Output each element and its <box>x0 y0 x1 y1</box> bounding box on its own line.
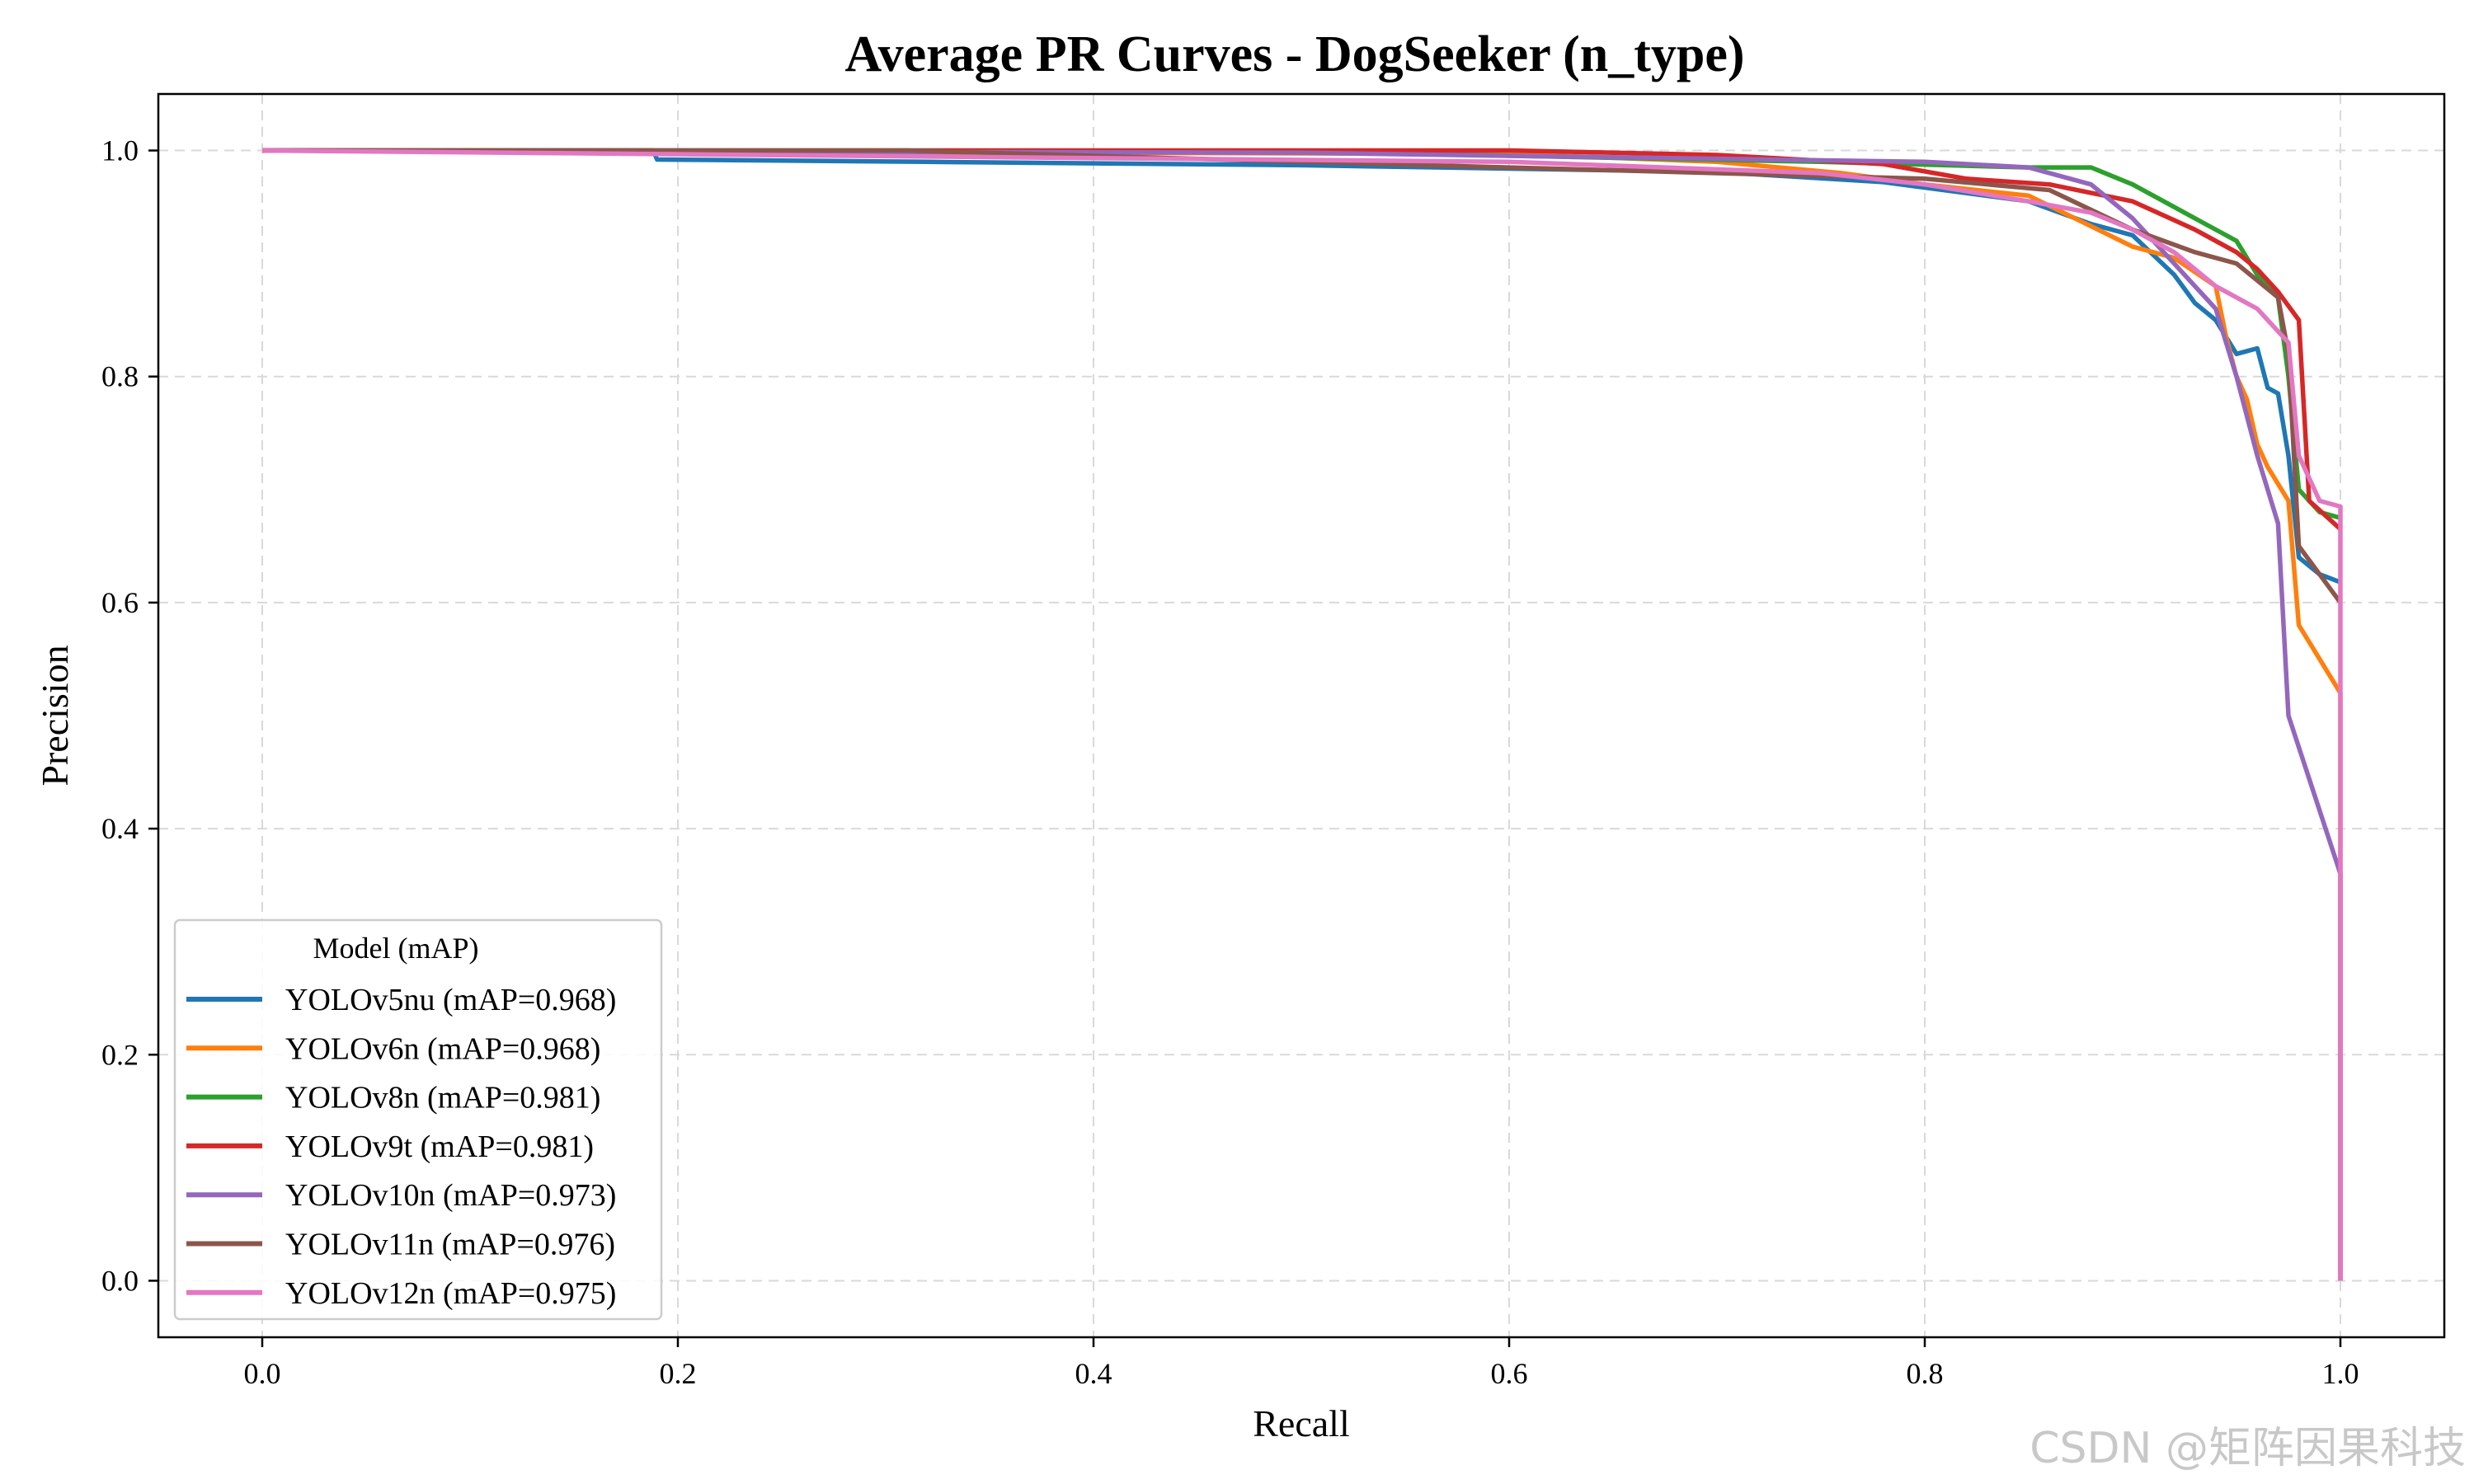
x-tick-label: 1.0 <box>2322 1357 2359 1390</box>
series-line-yolov10n <box>261 148 2343 1281</box>
watermark: CSDN @矩阵因果科技 <box>2030 1424 2466 1473</box>
y-tick-label: 1.0 <box>101 134 139 167</box>
legend-label: YOLOv6n (mAP=0.968) <box>285 1031 600 1066</box>
legend-label: YOLOv8n (mAP=0.981) <box>285 1081 600 1115</box>
legend-title: Model (mAP) <box>313 932 479 965</box>
y-tick-label: 0.6 <box>101 586 139 619</box>
y-tick-label: 0.8 <box>101 360 139 393</box>
legend-box <box>173 918 663 1321</box>
x-axis-label: Recall <box>1253 1402 1350 1444</box>
x-tick-label: 0.8 <box>1907 1357 1944 1390</box>
plot-frame <box>157 92 2446 1339</box>
legend: Model (mAP) YOLOv5nu (mAP=0.968) YOLOv6n … <box>173 918 663 1321</box>
legend-label: YOLOv11n (mAP=0.976) <box>285 1228 615 1262</box>
series-layer <box>261 148 2343 1281</box>
x-tick-label: 0.6 <box>1491 1357 1528 1390</box>
legend-label: YOLOv12n (mAP=0.975) <box>285 1276 616 1311</box>
legend-items: YOLOv5nu (mAP=0.968) YOLOv6n (mAP=0.968) Y… <box>186 983 616 1311</box>
x-tick-label: 0.2 <box>660 1357 697 1390</box>
y-tick-label: 0.0 <box>101 1264 139 1297</box>
chart-title: Average PR Curves - DogSeeker (n_type) <box>844 26 1744 82</box>
legend-label: YOLOv9t (mAP=0.981) <box>285 1129 594 1164</box>
legend-label: YOLOv10n (mAP=0.973) <box>285 1178 616 1213</box>
y-tick-label: 0.2 <box>101 1038 139 1071</box>
y-axis-label: Precision <box>34 645 76 786</box>
series-line-yolov5nu <box>262 148 2341 585</box>
series-line-yolov12n <box>261 148 2343 1281</box>
x-tick-label: 0.0 <box>244 1357 281 1390</box>
y-tick-label: 0.4 <box>101 812 139 845</box>
series-line-yolov9t <box>262 148 2342 531</box>
axis-ticks: 0.0 0.2 0.4 0.6 0.8 1.0 0.0 0.2 0.4 0.6 0.8 1.0 <box>101 134 2359 1390</box>
x-tick-label: 0.4 <box>1075 1357 1112 1390</box>
legend-label: YOLOv5nu (mAP=0.968) <box>285 983 616 1017</box>
